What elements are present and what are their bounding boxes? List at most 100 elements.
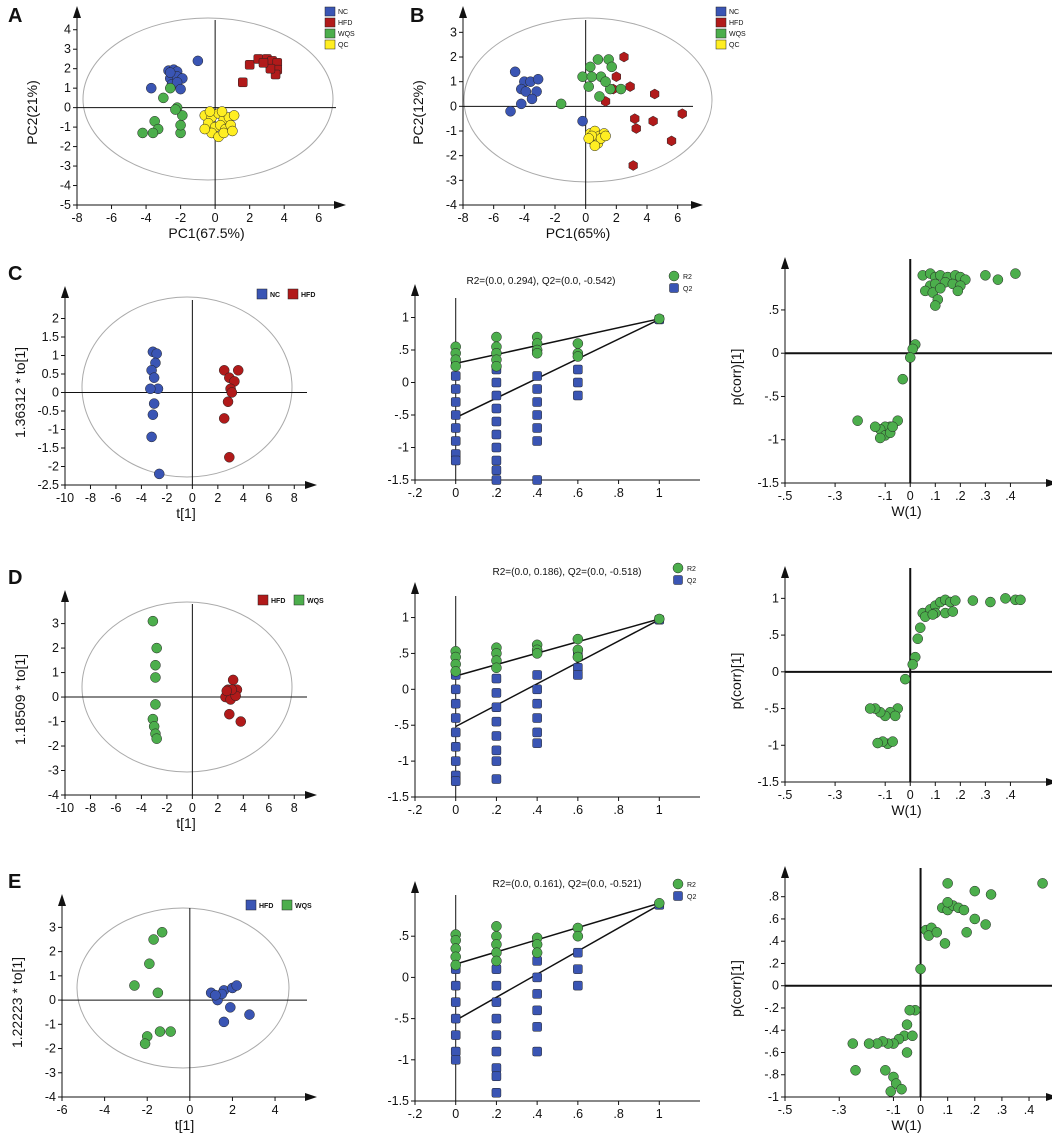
x-tick-label: -8 — [71, 211, 82, 225]
legend-swatch-hfd — [257, 594, 269, 606]
point-wqs — [606, 61, 617, 73]
legend-swatch-hfd — [324, 17, 336, 28]
x-tick-label: -8 — [457, 211, 468, 225]
point-nc — [148, 372, 160, 383]
point-wqs — [148, 934, 159, 945]
x-tick-label: -10 — [56, 491, 74, 505]
y-tick-label: 1 — [772, 591, 779, 605]
y-tick-label: 3 — [49, 920, 56, 934]
y-tick-label: 0 — [52, 386, 59, 400]
x-tick-label: 8 — [291, 491, 298, 505]
x-tick-label: 0 — [452, 486, 459, 500]
q2-point — [450, 980, 461, 991]
y-tick-label: -3 — [446, 173, 457, 187]
x-tick-label: -.1 — [886, 1103, 901, 1117]
r2-regression-line — [455, 618, 660, 677]
x-tick-label: -8 — [85, 491, 96, 505]
q2-point — [450, 776, 461, 786]
y-tick-label: -2 — [446, 149, 457, 163]
y-tick-label: 3 — [450, 25, 457, 39]
y-tick-label: -.5 — [764, 389, 779, 403]
s-plot-point — [969, 885, 981, 897]
y-axis-label: PC2(12%) — [410, 80, 426, 145]
y-tick-label: -2 — [60, 140, 71, 154]
s-plot-point — [1015, 594, 1026, 606]
x-tick-label: .6 — [573, 803, 583, 817]
legend-swatch-qc — [324, 39, 336, 50]
s-plot-point — [869, 421, 881, 433]
point-qc — [199, 123, 211, 135]
s-plot-point — [935, 283, 946, 294]
q2-point — [450, 410, 461, 420]
point-qc — [228, 110, 240, 121]
x-tick-label: .2 — [491, 1107, 501, 1121]
panel-letter: E — [8, 871, 21, 893]
point-hfd — [677, 108, 687, 119]
y-tick-label: 3 — [52, 617, 59, 631]
s-plot-point — [985, 889, 997, 900]
q2-point — [532, 423, 542, 433]
x-tick-label: 0 — [907, 489, 914, 503]
permutation-annotation: R2=(0.0, 0.294), Q2=(0.0, -0.542) — [467, 276, 616, 287]
x-tick-label: -8 — [85, 801, 96, 815]
point-hfd — [224, 708, 235, 720]
x-tick-label: 4 — [281, 211, 288, 225]
y-tick-label: 1 — [402, 611, 409, 625]
y-tick-label: -1 — [48, 715, 59, 729]
x-tick-label: .8 — [613, 486, 623, 500]
point-wqs — [555, 98, 567, 110]
x-tick-label: .1 — [930, 489, 940, 503]
y-tick-label: .2 — [769, 956, 779, 970]
x-tick-label: 1 — [656, 486, 663, 500]
x-tick-label: -4 — [136, 801, 147, 815]
point-wqs — [165, 1026, 176, 1037]
y-tick-label: -1 — [398, 754, 409, 768]
y-tick-label: 2 — [49, 945, 56, 959]
y-tick-label: .5 — [399, 929, 409, 943]
s-plot-point — [915, 622, 926, 633]
y-tick-label: -1.5 — [387, 1094, 409, 1108]
legend-label-wqs: WQS — [338, 31, 355, 38]
x-tick-label: .4 — [1005, 788, 1015, 802]
q2-point — [450, 756, 461, 766]
point-hfd — [227, 674, 239, 686]
y-tick-label: -4 — [45, 1090, 56, 1104]
r2-point — [450, 959, 461, 971]
point-wqs — [164, 82, 176, 94]
point-wqs — [154, 1026, 166, 1037]
x-axis-label: t[1] — [175, 1117, 194, 1133]
s-plot-point — [952, 285, 964, 297]
x-tick-label: 0 — [917, 1103, 924, 1117]
q2-point — [532, 670, 542, 680]
r2-point — [531, 348, 543, 359]
point-wqs — [139, 1038, 151, 1049]
q2-point — [450, 713, 461, 723]
legend-label-nc: NC — [729, 9, 739, 16]
s-plot-point — [887, 421, 898, 433]
y-tick-label: -.5 — [764, 702, 779, 716]
point-wqs — [147, 127, 159, 139]
r2-point — [450, 361, 461, 372]
y-tick-label: -3 — [60, 159, 71, 173]
y-tick-label: -1 — [60, 120, 71, 134]
y-tick-label: .5 — [769, 628, 779, 642]
point-qc — [216, 106, 228, 117]
y-tick-label: -2.5 — [37, 478, 59, 492]
q2-point — [450, 1055, 461, 1065]
x-tick-label: 0 — [452, 803, 459, 817]
s-plot-point — [915, 963, 926, 975]
q2-point — [491, 1088, 502, 1098]
legend-label-hfd: HFD — [271, 598, 285, 605]
y-tick-label: 2 — [64, 62, 71, 76]
axis-arrow-head — [691, 201, 703, 209]
r2-point — [654, 313, 665, 325]
q2-point — [491, 377, 502, 388]
y-tick-label: -5 — [60, 198, 71, 212]
point-nc — [145, 383, 156, 395]
point-wqs — [150, 659, 161, 671]
point-nc — [154, 468, 165, 480]
point-wqs — [592, 54, 604, 65]
q2-point — [450, 742, 461, 752]
